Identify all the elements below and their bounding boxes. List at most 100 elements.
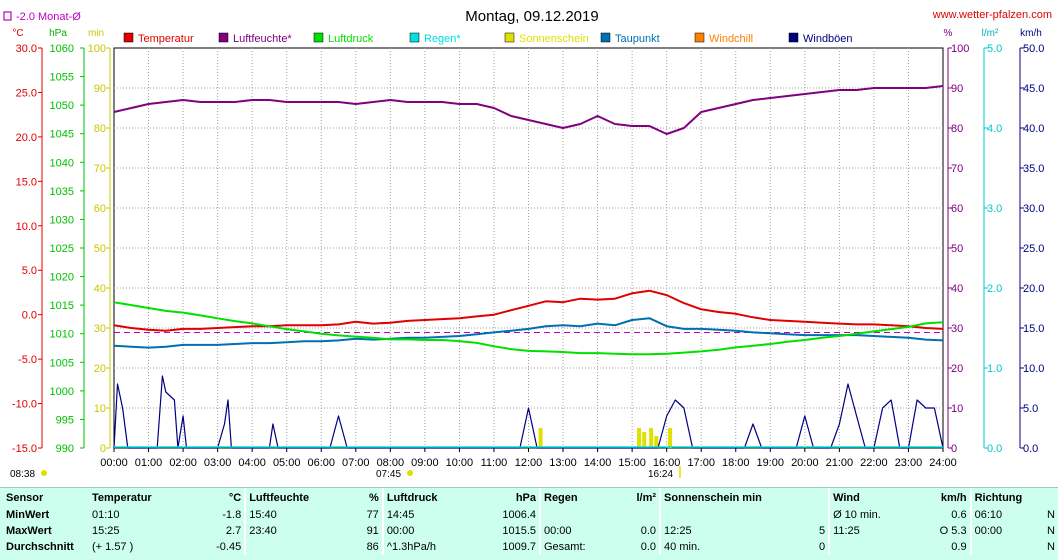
temperature-axis-tick-label: -15.0 [12,443,37,455]
unit-hpa: hPa [49,28,67,39]
stats-dir-time [969,539,1033,555]
minutes-axis-tick-label: 80 [94,123,106,135]
x-axis-tick-label: 02:00 [169,457,197,469]
stats-rain-value: 0.0 [640,525,657,537]
humidity-axis-tick-label: 70 [951,163,963,175]
humidity-axis-tick-label: 100 [951,43,969,55]
temperature-axis-tick-label: -10.0 [12,399,37,411]
legend-swatch [600,32,611,43]
unit-min: min [88,28,104,39]
wind-axis-tick-label: 10.0 [1023,363,1044,375]
x-axis-tick-label: 07:00 [342,457,370,469]
x-axis-tick-label: 20:00 [791,457,819,469]
x-axis-tick-label: 19:00 [757,457,785,469]
statistics-table: Sensor Temperatur °C Luftfeuchte % Luftd… [0,488,1058,555]
stats-hum-time: 15:40 [244,507,353,523]
wind-axis-tick-label: 50.0 [1023,43,1044,55]
stats-rain-unit: l/m² [636,491,657,504]
stats-rain-time: 00:00 [539,523,618,539]
temperature-axis-tick-label: 0.0 [22,310,37,322]
stats-rain-header: Regen [539,488,618,507]
x-axis-tick-label: 22:00 [860,457,888,469]
pressure-axis-tick-label: 1030 [50,214,74,226]
stats-sun-value [790,507,829,523]
pressure-axis-tick-label: 1050 [50,100,74,112]
stats-sun-value: 5 [818,525,826,537]
sunset-label: 16:24 [648,469,673,480]
minutes-axis-tick-label: 0 [100,443,106,455]
stats-dir-value: N [1047,509,1055,521]
stats-temp-time: 15:25 [92,525,120,537]
humidity-axis-tick-label: 20 [951,363,963,375]
humidity-line [113,85,944,135]
humidity-axis-tick-label: 0 [951,443,957,455]
humidity-axis-tick-label: 80 [951,123,963,135]
pressure-axis-tick-label: 1045 [50,129,74,141]
wind-axis-tick-label: 15.0 [1023,323,1044,335]
sunshine-bar [654,436,659,448]
sunshine-bar [668,428,673,448]
x-axis-tick-label: 18:00 [722,457,750,469]
legend-swatch [504,32,515,43]
x-axis-tick-label: 16:00 [653,457,681,469]
pressure-axis-tick-label: 1020 [50,272,74,284]
legend-label: Luftdruck [328,33,374,45]
sunset-marker-label: 07:45 [376,469,401,480]
stats-temp-time: (+ 1.57 ) [92,541,134,553]
stats-row-avg: Durchschnitt (+ 1.57 ) -0.45 86 ^1.3hPa/… [0,539,1058,555]
sunrise-icon [41,470,47,476]
x-axis-tick-label: 11:00 [481,457,508,469]
minutes-axis-tick-label: 20 [94,363,106,375]
temperature-axis-tick-label: 30.0 [16,43,37,55]
x-axis-tick-label: 09:00 [411,457,439,469]
stats-sun-header: Sonnenschein min [659,488,830,507]
legend-label: Windchill [709,33,753,45]
stats-hum-value: 86 [366,541,379,553]
stats-dir-header: Richtung [969,488,1058,507]
x-axis-tick-label: 03:00 [204,457,232,469]
humidity-axis-tick-label: 90 [951,83,963,95]
wind-axis-tick-label: 0.0 [1023,443,1038,455]
stats-wind-header: Wind [828,488,917,507]
temperature-axis-tick-label: -5.0 [18,354,37,366]
sunshine-bar [649,428,654,448]
legend: Temperatur Luftfeuchte* Luftdruck Regen* Son… [123,32,853,45]
stats-sun-time: 40 min. [659,539,790,555]
stats-press-value: 1006.4 [502,509,536,521]
legend-label: Luftfeuchte* [233,33,292,45]
minutes-axis-tick-label: 10 [94,403,106,415]
pressure-axis-tick-label: 1040 [50,157,74,169]
stats-press-time: ^1.3hPa/h [381,539,476,555]
temperature-axis-tick-label: 20.0 [16,132,37,144]
stats-wind-time [828,539,917,555]
humidity-axis-tick-label: 50 [951,243,963,255]
stats-dir-value: N [1047,541,1055,553]
stats-wind-time: 11:25 [828,523,917,539]
legend-label: Sonnenschein [519,33,589,45]
sunset-marker-icon [407,470,413,476]
stats-press-time: 00:00 [381,523,476,539]
wind-axis-tick-label: 40.0 [1023,123,1044,135]
stats-sun-time [659,507,790,523]
stats-row-label: Durchschnitt [6,541,74,553]
rain-axis-tick-label: 4.0 [987,123,1002,135]
sunrise-label: 08:38 [10,469,35,480]
monat-avg-icon [3,11,12,21]
stats-rain-value: 0.0 [640,541,657,553]
dewpoint-line [113,317,944,349]
stats-row-max: MaxWert 15:25 2.7 23:40 91 00:00 1015.5 … [0,523,1058,539]
temperature-axis-tick-label: 25.0 [16,87,37,99]
temperature-axis-tick-label: 5.0 [22,265,37,277]
stats-press-time: 14:45 [381,507,476,523]
x-axis-tick-label: 12:00 [515,457,543,469]
stats-temp-value: -1.8 [222,509,242,521]
minutes-axis-tick-label: 70 [94,163,106,175]
x-axis-tick-label: 21:00 [826,457,854,469]
minutes-axis-tick-label: 30 [94,323,106,335]
stats-hum-header: Luftfeuchte [244,488,353,507]
axes: 30.0 25.0 20.0 15.0 10.0 5.0 0.0 -5.0 -10.0 -15.0… [12,43,1045,469]
stats-wind-time: Ø 10 min. [828,507,917,523]
website-label[interactable]: www.wetter-pfalzen.com [932,9,1052,21]
stats-temp-header: Temperatur [92,491,152,504]
stats-hum-time [244,539,353,555]
